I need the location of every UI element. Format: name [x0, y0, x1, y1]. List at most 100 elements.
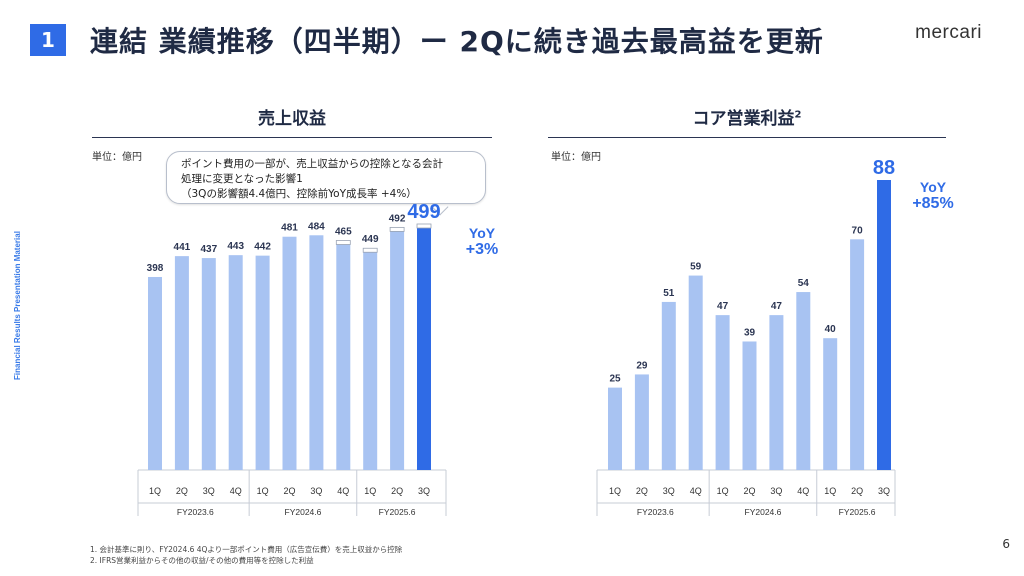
- footnotes: 1. 会計基準に則り、FY2024.6 4Qより一部ポイント費用（広告宣伝費）を…: [90, 544, 402, 566]
- revenue-chart-title: 売上収益: [92, 104, 492, 129]
- revenue-deduction-mark: [362, 247, 378, 253]
- core-op-tick-label: 3Q: [878, 486, 890, 496]
- callout-line-3: （3Qの影響額4.4億円、控除前YoY成長率 +4%）: [181, 188, 417, 200]
- revenue-bar: [228, 255, 243, 470]
- revenue-bar: [417, 228, 431, 470]
- revenue-tick-label: 4Q: [337, 486, 349, 496]
- revenue-tick-label: 1Q: [149, 486, 161, 496]
- core-op-bar: [769, 315, 784, 470]
- revenue-title-text: 売上収益: [258, 109, 326, 129]
- revenue-chart: 398 1Q 441 2Q 437 3Q 443 4Q 442 1Q 481 2Q 484 3Q 465 4Q…: [137, 201, 447, 517]
- revenue-deduction-mark: [335, 240, 351, 245]
- point-cost-callout: ポイント費用の一部が、売上収益からの控除となる会計 処理に変更となった影響1 （…: [166, 151, 486, 204]
- core-op-tick-label: 3Q: [770, 486, 782, 496]
- footnote-1: 1. 会計基準に則り、FY2024.6 4Qより一部ポイント費用（広告宣伝費）を…: [90, 545, 403, 554]
- revenue-value-label: 398: [147, 263, 164, 274]
- core-op-bar: [742, 341, 757, 470]
- revenue-bar: [255, 255, 270, 470]
- core-op-value-label: 40: [825, 324, 837, 335]
- core-op-chart: 25 1Q 29 2Q 51 3Q 59 4Q 47 1Q 39 2Q 47 3Q 54 4Q 40 1Q 70 2Q…: [596, 157, 896, 517]
- slide-title: 連結 業績推移（四半期）ー 2Qに続き過去最高益を更新: [90, 25, 824, 58]
- core-op-bar: [796, 292, 811, 470]
- core-op-tick-label: 4Q: [690, 486, 702, 496]
- core-op-tick-label: 1Q: [717, 486, 729, 496]
- core-op-value-label: 59: [690, 262, 702, 273]
- core-op-bar: [715, 315, 730, 470]
- revenue-bar: [174, 256, 189, 470]
- core-op-fiscal-year-label: FY2024.6: [745, 507, 782, 517]
- core-op-title-note: 2: [794, 109, 802, 121]
- revenue-value-label: 442: [254, 242, 271, 253]
- revenue-fiscal-year-label: FY2023.6: [177, 507, 214, 517]
- core-op-tick-label: 2Q: [851, 486, 863, 496]
- revenue-tick-label: 3Q: [418, 486, 430, 496]
- core-op-value-label: 47: [771, 301, 783, 312]
- core-op-unit-label: 単位：億円: [551, 152, 601, 163]
- revenue-deduction-mark: [416, 223, 432, 229]
- core-op-tick-label: 1Q: [609, 486, 621, 496]
- core-op-yoy-label: YoY: [919, 179, 947, 195]
- revenue-value-label: 437: [200, 244, 217, 255]
- core-op-chart-title: コア営業利益2: [548, 104, 946, 129]
- core-op-yoy: YoY +85%: [900, 179, 966, 213]
- core-op-tick-label: 3Q: [663, 486, 675, 496]
- revenue-bar: [309, 235, 324, 470]
- core-op-tick-label: 2Q: [743, 486, 755, 496]
- core-op-value-label: 70: [852, 225, 864, 236]
- core-op-tick-label: 4Q: [797, 486, 809, 496]
- section-number-badge: 1: [30, 24, 66, 56]
- mercari-logo: mercari: [915, 22, 982, 43]
- revenue-tick-label: 3Q: [203, 486, 215, 496]
- revenue-value-label: 481: [281, 223, 298, 234]
- callout-line-1: ポイント費用の一部が、売上収益からの控除となる会計: [181, 158, 443, 170]
- revenue-value-label: 449: [362, 234, 379, 245]
- core-op-value-label: 54: [798, 278, 810, 289]
- core-op-tick-label: 1Q: [824, 486, 836, 496]
- core-op-value-label: 29: [636, 360, 648, 371]
- revenue-yoy-label: YoY: [468, 225, 496, 241]
- core-op-value-label: 47: [717, 301, 729, 312]
- revenue-tick-label: 2Q: [391, 486, 403, 496]
- revenue-tick-label: 1Q: [257, 486, 269, 496]
- core-op-bar: [661, 301, 676, 470]
- revenue-bar: [201, 258, 216, 470]
- revenue-title-rule: [92, 137, 492, 138]
- core-op-bar: [877, 180, 891, 470]
- core-op-value-label: 88: [873, 157, 895, 179]
- revenue-tick-label: 2Q: [283, 486, 295, 496]
- revenue-bar: [390, 231, 405, 470]
- callout-line-2: 処理に変更となった影響1: [181, 173, 303, 185]
- revenue-unit-label: 単位：億円: [92, 152, 142, 163]
- revenue-value-label: 492: [389, 213, 406, 224]
- revenue-fiscal-year-label: FY2025.6: [379, 507, 416, 517]
- revenue-bar: [282, 236, 297, 470]
- core-op-bar: [634, 374, 649, 470]
- revenue-value-label: 499: [407, 201, 440, 223]
- revenue-fiscal-year-label: FY2024.6: [285, 507, 322, 517]
- revenue-value-label: 465: [335, 226, 352, 237]
- core-op-yoy-value: +85%: [912, 195, 954, 213]
- revenue-value-label: 441: [174, 242, 191, 253]
- core-op-bar: [850, 239, 865, 470]
- core-op-value-label: 39: [744, 327, 756, 338]
- revenue-tick-label: 2Q: [176, 486, 188, 496]
- revenue-value-label: 484: [308, 221, 325, 232]
- core-op-value-label: 51: [663, 288, 675, 299]
- revenue-deduction-mark: [389, 226, 405, 232]
- revenue-bar: [363, 252, 378, 470]
- core-op-fiscal-year-label: FY2023.6: [637, 507, 674, 517]
- core-op-title-text: コア営業利益: [692, 109, 795, 129]
- core-op-tick-label: 2Q: [636, 486, 648, 496]
- core-op-bar: [823, 338, 838, 470]
- core-op-bar: [688, 275, 703, 470]
- revenue-yoy-value: +3%: [465, 241, 499, 259]
- core-op-title-rule: [548, 137, 946, 138]
- revenue-tick-label: 4Q: [230, 486, 242, 496]
- core-op-bar: [608, 387, 622, 470]
- footnote-2: 2. IFRS営業利益からその他の収益/その他の費用等を控除した利益: [90, 556, 314, 565]
- revenue-bar: [148, 276, 162, 470]
- page-number: 6: [1002, 537, 1010, 551]
- revenue-value-label: 443: [227, 241, 244, 252]
- revenue-bar: [336, 244, 351, 470]
